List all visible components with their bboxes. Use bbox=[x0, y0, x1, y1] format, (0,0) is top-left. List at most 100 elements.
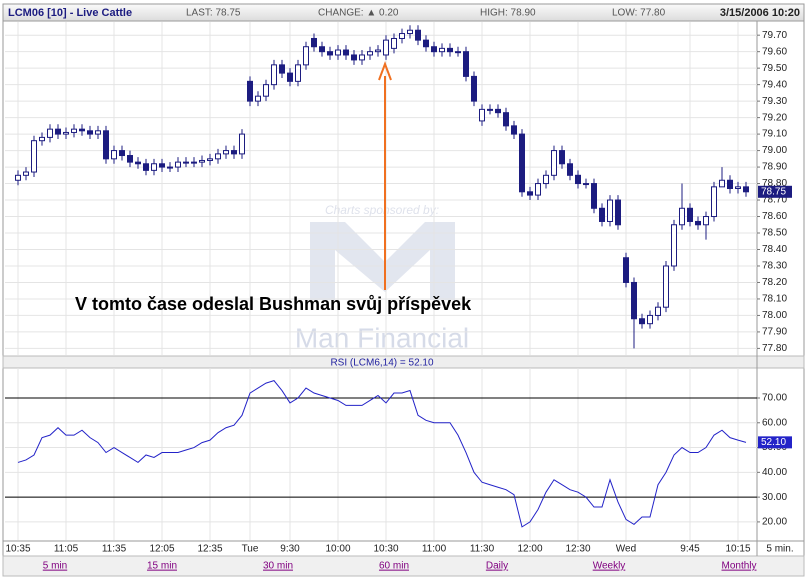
y-tick-label: 78.30 bbox=[762, 261, 787, 272]
candle-body bbox=[223, 150, 229, 155]
y-tick-label: 79.30 bbox=[762, 96, 787, 107]
x-tick-label: 11:00 bbox=[422, 544, 447, 555]
candle-body bbox=[39, 136, 45, 142]
rsi-line bbox=[17, 380, 747, 528]
candle-body bbox=[31, 140, 37, 173]
frame bbox=[2, 3, 805, 577]
interval-link[interactable]: Daily bbox=[486, 561, 508, 572]
candle-body bbox=[407, 29, 413, 35]
y-tick-label: 79.50 bbox=[762, 63, 787, 74]
candle-body bbox=[279, 64, 285, 74]
candle-body bbox=[263, 84, 269, 97]
candle-body bbox=[663, 265, 669, 308]
candle-body bbox=[367, 51, 373, 56]
candle-body bbox=[343, 49, 349, 56]
candle-body bbox=[79, 128, 85, 132]
interval-link[interactable]: Weekly bbox=[593, 561, 626, 572]
candle-body bbox=[423, 39, 429, 48]
y-tick-label: 30.00 bbox=[762, 492, 787, 503]
interval-link[interactable]: 60 min bbox=[379, 561, 409, 572]
x-tick-label: 9:45 bbox=[680, 544, 700, 555]
candle-body bbox=[623, 257, 629, 283]
candle-body bbox=[711, 186, 717, 218]
y-tick-label: 79.20 bbox=[762, 112, 787, 123]
candle-body bbox=[695, 220, 701, 226]
candle-body bbox=[375, 49, 381, 53]
y-tick-label: 78.00 bbox=[762, 310, 787, 321]
rsi-title-bar bbox=[2, 355, 805, 369]
candle-body bbox=[295, 64, 301, 82]
candle-body bbox=[559, 150, 565, 165]
annotation-arrowhead bbox=[378, 61, 392, 81]
y-tick-label: 77.80 bbox=[762, 343, 787, 354]
last: LAST: 78.75 bbox=[186, 8, 241, 19]
y-tick-label: 79.40 bbox=[762, 79, 787, 90]
y-tick-label: 78.40 bbox=[762, 244, 787, 255]
candle-body bbox=[151, 163, 157, 171]
candle-body bbox=[447, 47, 453, 53]
candle-body bbox=[615, 199, 621, 226]
last-price-box bbox=[758, 185, 792, 198]
candle-body bbox=[47, 128, 53, 138]
candle-body bbox=[71, 128, 77, 133]
candle-body bbox=[599, 207, 605, 222]
candle-body bbox=[503, 112, 509, 127]
x-tick-label: 11:35 bbox=[102, 544, 127, 555]
candle-body bbox=[607, 199, 613, 222]
x-tick-label: 9:30 bbox=[280, 544, 300, 555]
candle-body bbox=[687, 207, 693, 222]
x-tick-label: Tue bbox=[242, 544, 259, 555]
links-bar bbox=[2, 555, 805, 577]
candle-body bbox=[431, 46, 437, 53]
candle-body bbox=[543, 174, 549, 185]
candle-body bbox=[311, 37, 317, 48]
x-tick-label: 11:05 bbox=[54, 544, 79, 555]
candle-body bbox=[207, 158, 213, 161]
interval-link[interactable]: Monthly bbox=[721, 561, 756, 572]
header-bar bbox=[2, 3, 805, 22]
candle-body bbox=[551, 150, 557, 176]
interval-link[interactable]: 5 min bbox=[43, 561, 67, 572]
y-tick-label: 78.80 bbox=[762, 178, 787, 189]
candle-body bbox=[535, 183, 541, 196]
candle-body bbox=[647, 314, 653, 325]
candle-body bbox=[215, 153, 221, 160]
candle-body bbox=[359, 54, 365, 61]
candle-body bbox=[719, 179, 725, 188]
x-tick-label: Wed bbox=[616, 544, 636, 555]
candle-body bbox=[575, 174, 581, 185]
last-rsi-label: 52.10 bbox=[761, 437, 786, 448]
sponsor-logo bbox=[310, 222, 455, 300]
y-tick-label: 78.70 bbox=[762, 195, 787, 206]
interval-link[interactable]: 15 min bbox=[147, 561, 177, 572]
candle-body bbox=[15, 174, 21, 181]
candle-body bbox=[135, 161, 141, 165]
candle-body bbox=[111, 150, 117, 160]
candle-body bbox=[743, 186, 749, 193]
y-tick-label: 60.00 bbox=[762, 417, 787, 428]
candle-body bbox=[119, 150, 125, 157]
watermark-text: Charts sponsored by: bbox=[325, 203, 439, 217]
candle-body bbox=[183, 161, 189, 164]
candle-body bbox=[231, 150, 237, 155]
x-tick-label: 10:00 bbox=[325, 544, 350, 555]
candle-body bbox=[159, 163, 165, 168]
candle-body bbox=[103, 130, 109, 160]
candle-body bbox=[199, 159, 205, 163]
y-tick-label: 77.90 bbox=[762, 327, 787, 338]
x-tick-label: 11:30 bbox=[470, 544, 495, 555]
y-tick-label: 78.10 bbox=[762, 294, 787, 305]
candle-body bbox=[567, 163, 573, 176]
x-tick-label: 10:30 bbox=[373, 544, 398, 555]
candle-body bbox=[351, 54, 357, 61]
candle-body bbox=[191, 161, 197, 164]
x-tick-label: 12:00 bbox=[517, 544, 542, 555]
candle-body bbox=[519, 133, 525, 193]
candle-body bbox=[639, 318, 645, 325]
interval-link[interactable]: 30 min bbox=[263, 561, 293, 572]
y-tick-label: 78.60 bbox=[762, 211, 787, 222]
candle-body bbox=[271, 64, 277, 86]
y-tick-label: 78.50 bbox=[762, 228, 787, 239]
candle-body bbox=[319, 46, 325, 53]
annotation: V tomto čase odeslal Bushman svůj příspě… bbox=[75, 294, 472, 314]
